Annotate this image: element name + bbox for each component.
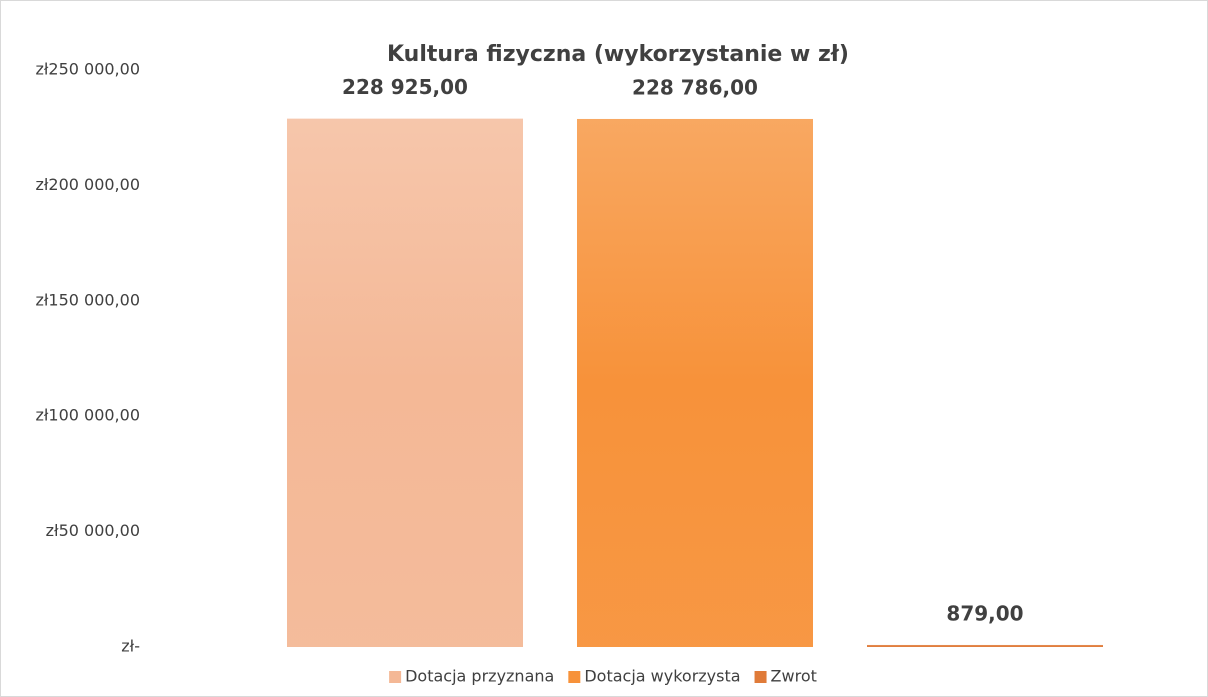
y-tick-label: zł250 000,00 <box>35 60 140 79</box>
legend-swatch <box>389 671 402 683</box>
chart-title: Kultura fizyczna (wykorzystanie w zł) <box>387 42 849 67</box>
legend-swatch <box>754 671 767 683</box>
y-tick-label: zł200 000,00 <box>35 175 140 194</box>
y-tick-label: zł50 000,00 <box>46 521 140 540</box>
value-label: 228 925,00 <box>342 75 468 99</box>
value-label: 879,00 <box>946 601 1023 625</box>
y-tick-label: zł100 000,00 <box>35 406 140 425</box>
legend-label: Dotacja przyznana <box>405 667 554 686</box>
legend-swatch <box>568 671 581 683</box>
bar <box>287 118 523 647</box>
legend-label: Zwrot <box>771 667 817 686</box>
legend-label: Dotacja wykorzysta <box>584 667 740 686</box>
bar <box>577 118 813 647</box>
bar <box>867 644 1103 647</box>
y-tick-label: zł- <box>121 637 140 656</box>
value-label: 228 786,00 <box>632 75 758 99</box>
y-tick-label: zł150 000,00 <box>35 290 140 309</box>
